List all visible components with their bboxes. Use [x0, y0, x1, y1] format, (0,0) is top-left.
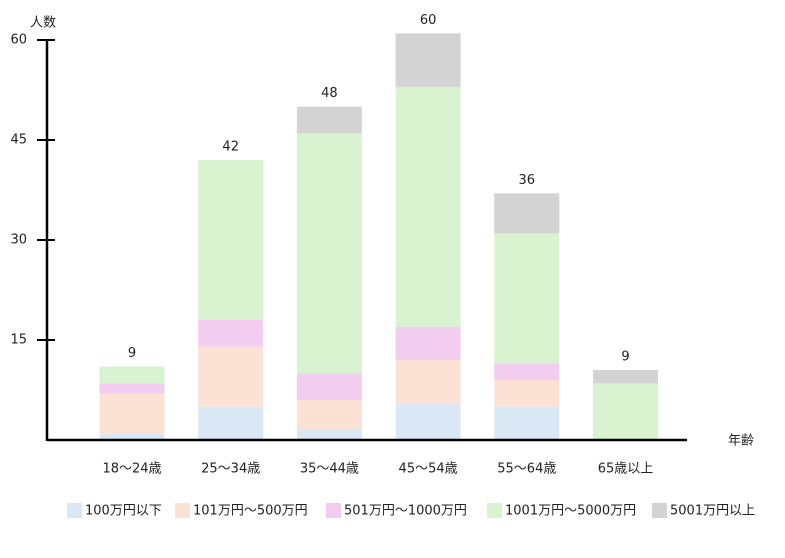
- x-tick-label: 55～64歳: [497, 462, 556, 477]
- y-tick-label: 15: [10, 333, 27, 348]
- bar-segment: [395, 33, 461, 87]
- bar-segment: [99, 393, 165, 434]
- legend-swatch: [652, 503, 667, 518]
- bar-segment: [198, 160, 264, 320]
- bar-segment: [593, 383, 658, 440]
- bar-segment: [395, 326, 461, 360]
- bar-segment: [198, 346, 264, 407]
- x-axis-label: 年齢: [728, 434, 754, 449]
- legend-label: 101万円～500万円: [193, 504, 308, 519]
- bar-segment: [99, 366, 165, 384]
- bar-segment: [494, 380, 560, 407]
- bar-segment: [296, 373, 362, 400]
- x-tick-label: 35～44歳: [300, 462, 359, 477]
- total-label: 60: [420, 13, 437, 28]
- bar-segment: [99, 383, 165, 394]
- x-tick-label: 25～34歳: [201, 462, 260, 477]
- total-label: 42: [222, 140, 239, 155]
- bar-segment: [593, 370, 658, 384]
- bar-segment: [198, 320, 264, 347]
- legend-swatch: [67, 503, 82, 518]
- bar-segment: [494, 363, 560, 380]
- y-tick-label: 45: [10, 133, 27, 148]
- legend-label: 5001万円以上: [670, 504, 755, 519]
- bar-segment: [296, 400, 362, 430]
- bar-segment: [494, 193, 560, 234]
- legend-label: 100万円以下: [85, 504, 162, 519]
- bar-segment: [296, 133, 362, 374]
- bar-segment: [99, 433, 165, 440]
- bar-segment: [198, 406, 264, 440]
- total-label: 36: [519, 173, 536, 188]
- bar-segment: [395, 403, 461, 440]
- total-label: 9: [128, 346, 136, 361]
- bar-segment: [494, 233, 560, 364]
- y-tick-label: 30: [10, 233, 27, 248]
- legend-swatch: [326, 503, 341, 518]
- total-label: 9: [621, 350, 629, 365]
- y-tick-label: 60: [10, 33, 27, 48]
- bar-segment: [494, 406, 560, 440]
- bar-segment: [296, 106, 362, 134]
- legend-label: 1001万円～5000万円: [505, 504, 636, 519]
- total-label: 48: [321, 86, 338, 101]
- bar-segment: [395, 86, 461, 327]
- x-tick-label: 45～54歳: [399, 462, 458, 477]
- x-tick-label: 18～24歳: [102, 462, 161, 477]
- bar-segment: [395, 360, 461, 404]
- legend-label: 501万円～1000万円: [344, 504, 467, 519]
- legend-swatch: [175, 503, 190, 518]
- x-tick-label: 65歳以上: [598, 462, 654, 477]
- y-axis-label: 人数: [30, 16, 56, 31]
- legend-swatch: [487, 503, 502, 518]
- bar-segment: [296, 430, 362, 440]
